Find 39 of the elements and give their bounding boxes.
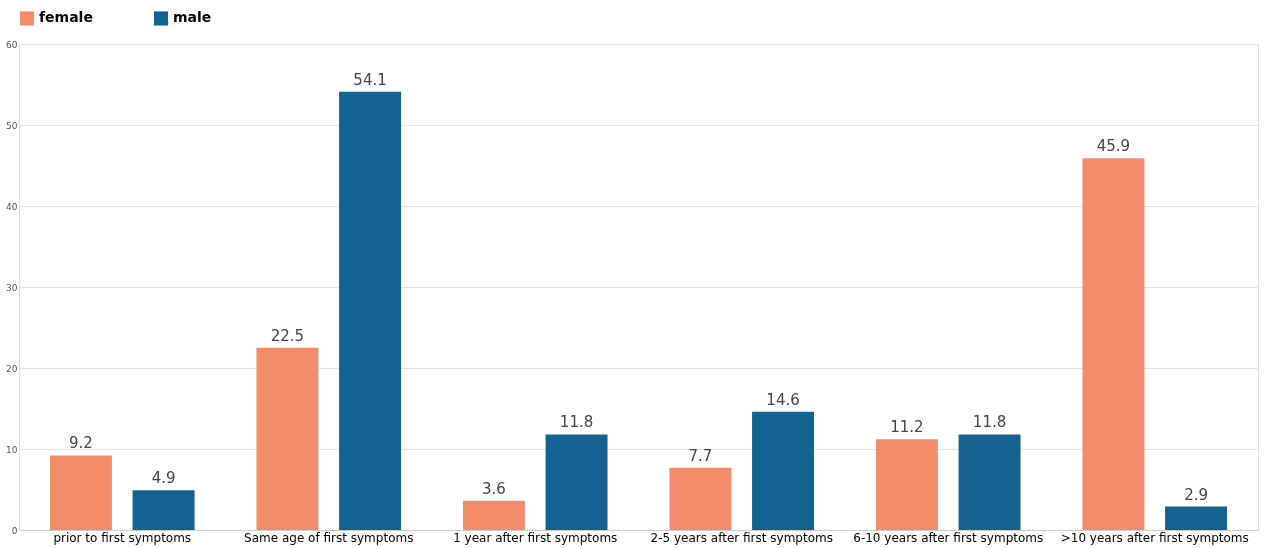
bar: [669, 467, 732, 530]
data-label: 54.1: [353, 70, 387, 89]
data-label: 3.6: [482, 479, 506, 498]
data-label: 22.5: [270, 326, 305, 345]
y-tick-label: 0: [11, 525, 18, 536]
bar: [1165, 506, 1228, 530]
data-label: 45.9: [1096, 137, 1131, 156]
y-tick-label: 10: [6, 444, 18, 455]
x-tick-label: >10 years after first symptoms: [1060, 530, 1249, 545]
legend-label: male: [173, 9, 212, 26]
x-tick-label: 6-10 years after first symptoms: [853, 530, 1044, 545]
bar: [875, 439, 938, 530]
bar: [752, 411, 815, 530]
data-label: 2.9: [1184, 485, 1208, 504]
bar: [545, 434, 608, 530]
data-label: 11.2: [890, 418, 924, 437]
bar: [256, 347, 319, 530]
bar: [339, 91, 402, 530]
y-tick-label: 60: [6, 39, 18, 50]
y-tick-label: 30: [6, 282, 18, 293]
x-tick-label: Same age of first symptoms: [244, 530, 414, 545]
data-label: 9.2: [69, 434, 93, 453]
legend-label: female: [39, 9, 93, 26]
bar: [132, 490, 195, 530]
y-tick-label: 40: [6, 201, 18, 212]
data-label: 4.9: [151, 469, 176, 488]
bar: [462, 500, 525, 530]
x-tick-label: 1 year after first symptoms: [453, 530, 618, 545]
data-label: 14.6: [766, 390, 800, 409]
x-tick-label: 2-5 years after first symptoms: [650, 530, 833, 545]
data-label: 7.7: [688, 446, 713, 465]
data-label: 11.8: [972, 413, 1007, 432]
data-label: 11.8: [559, 413, 594, 432]
bar: [958, 434, 1021, 530]
x-tick-label: prior to first symptoms: [53, 530, 192, 545]
bar: [1082, 158, 1145, 530]
y-tick-label: 20: [6, 363, 18, 374]
y-tick-label: 50: [6, 120, 18, 131]
bar: [49, 455, 112, 530]
